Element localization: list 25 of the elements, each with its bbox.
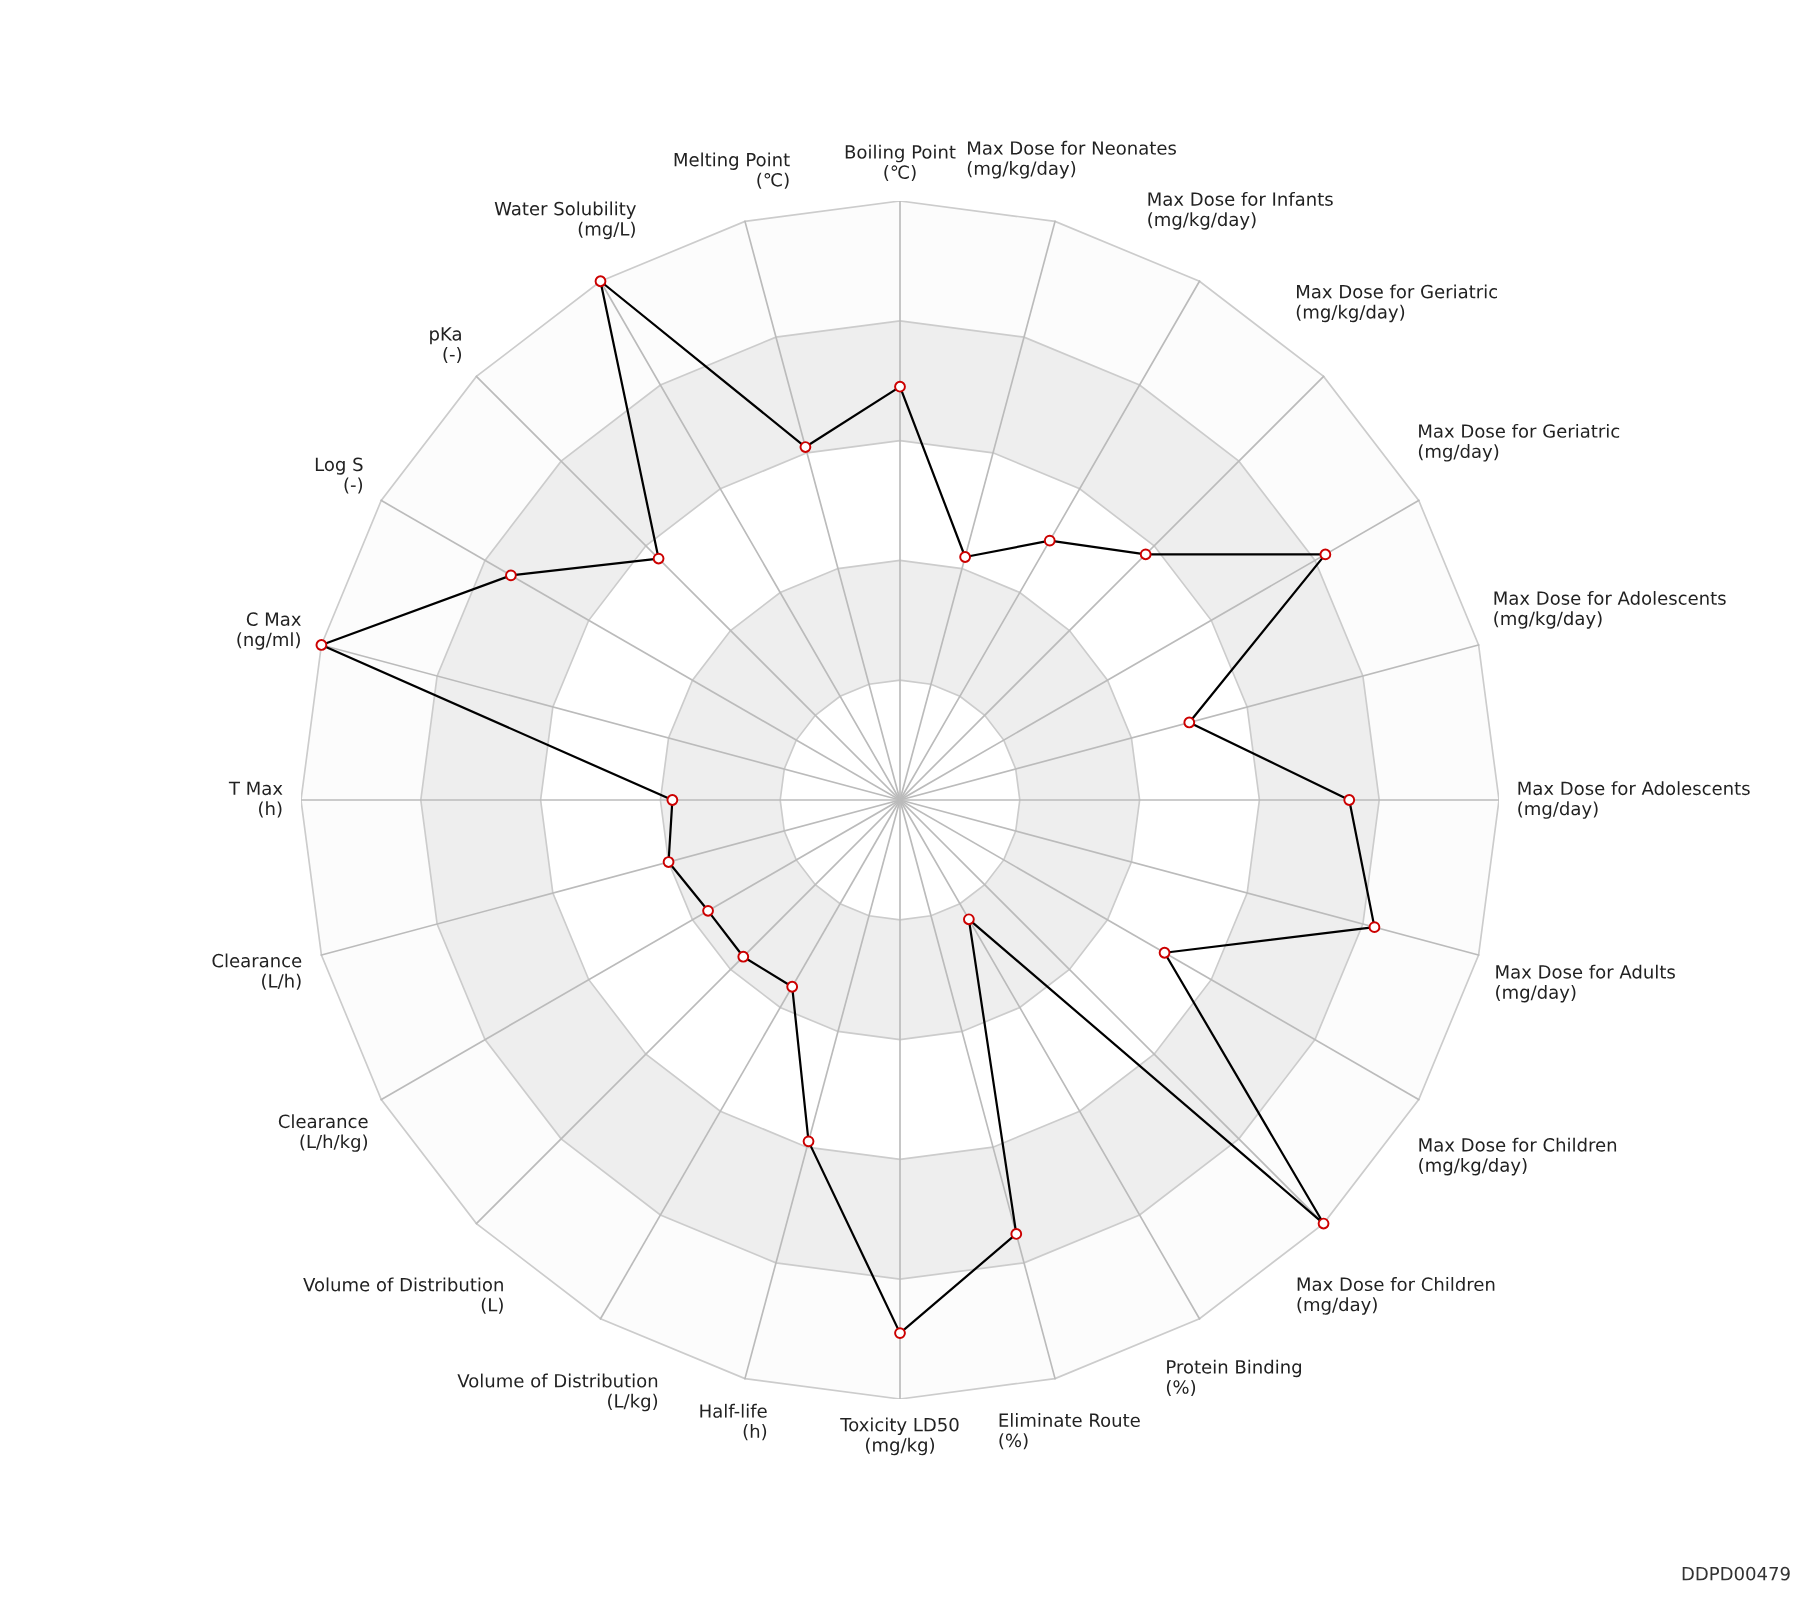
spoke-label: Boiling Point (℃) bbox=[845, 144, 956, 182]
spoke-label: Max Dose for Adolescents (mg/day) bbox=[1518, 781, 1750, 819]
spoke-label: Log S (-) bbox=[315, 457, 363, 494]
spoke-label: Max Dose for Neonates (mg/kg/day) bbox=[967, 140, 1176, 179]
spoke-label: Volume of Distribution (L) bbox=[303, 1277, 503, 1314]
spoke-label: C Max (ng/ml) bbox=[237, 612, 301, 650]
spoke-label: Max Dose for Children (mg/kg/day) bbox=[1419, 1137, 1617, 1176]
spoke-label: Clearance (L/h/kg) bbox=[278, 1114, 368, 1152]
spoke-label: Water Solubility (mg/L) bbox=[494, 201, 636, 240]
spoke-label: Max Dose for Infants (mg/kg/day) bbox=[1148, 191, 1333, 230]
spoke-label: pKa (-) bbox=[430, 327, 462, 364]
spoke-label: Half-life (h) bbox=[700, 1403, 767, 1441]
spoke-label: Eliminate Route (%) bbox=[999, 1413, 1140, 1450]
spoke-label: Max Dose for Children (mg/day) bbox=[1297, 1277, 1495, 1315]
spoke-label: Max Dose for Adults (mg/day) bbox=[1496, 964, 1675, 1003]
spoke-label: Melting Point (℃) bbox=[674, 152, 790, 189]
spoke-label: Toxicity LD50 (mg/kg) bbox=[840, 1417, 959, 1456]
text: DDPD00479 bbox=[1682, 1566, 1790, 1581]
spoke-label: Max Dose for Geriatric (mg/kg/day) bbox=[1296, 284, 1498, 323]
spoke-label: Volume of Distribution (L/kg) bbox=[457, 1373, 658, 1412]
spoke-label: Clearance (L/h) bbox=[212, 953, 302, 990]
spoke-label: Protein Binding (%) bbox=[1166, 1359, 1301, 1396]
spoke-label: Max Dose for Geriatric (mg/day) bbox=[1418, 423, 1620, 462]
spoke-label: Max Dose for Adolescents (mg/kg/day) bbox=[1494, 591, 1726, 629]
spoke-label: T Max (h) bbox=[228, 781, 283, 818]
